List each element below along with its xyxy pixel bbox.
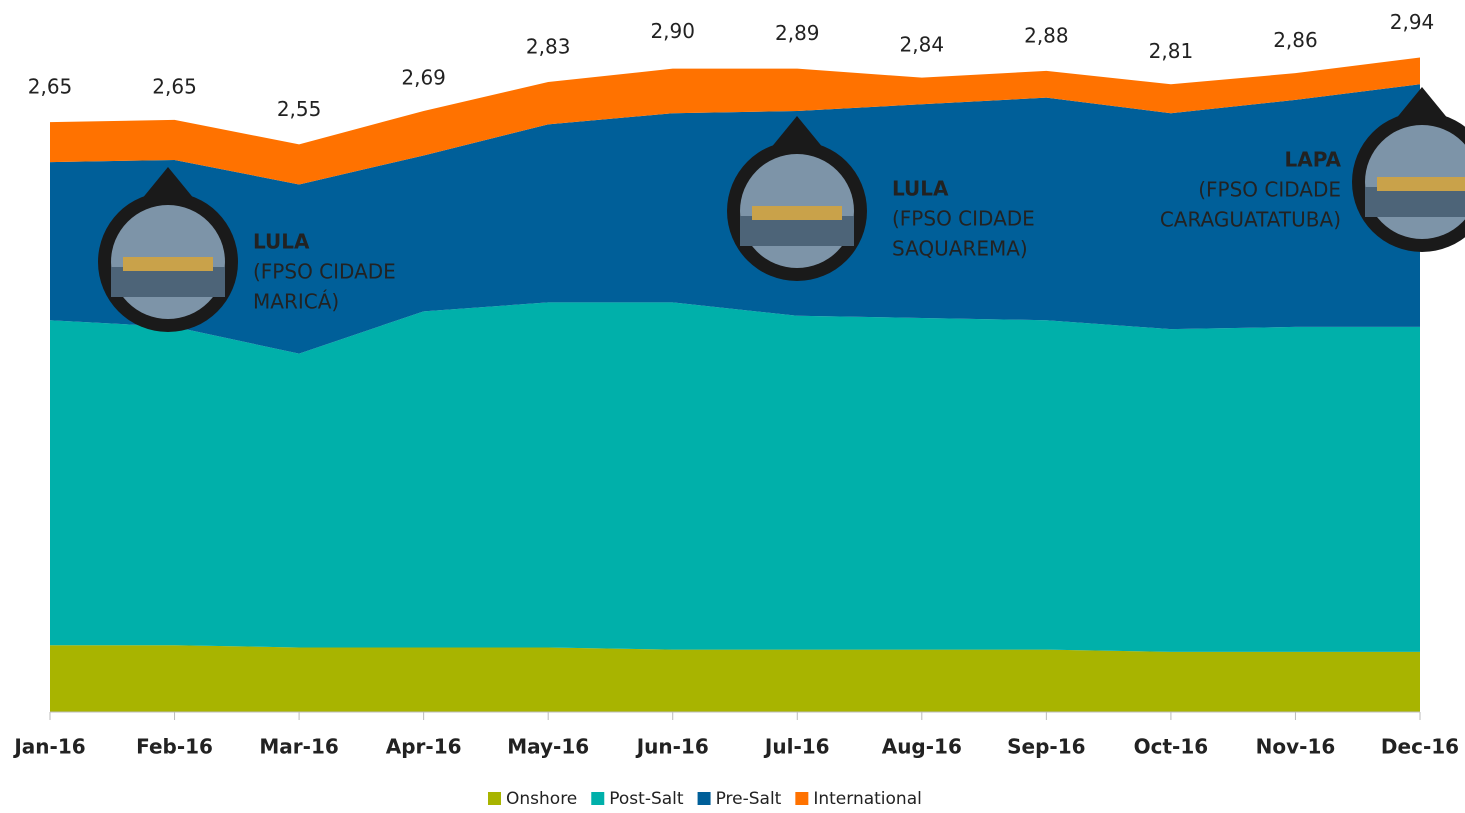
annotation-line: SAQUAREMA) [892,237,1028,261]
photo-ship [752,206,842,220]
x-tick-label: Sep-16 [1007,735,1085,759]
total-label: 2,90 [650,19,695,43]
legend-label: Onshore [506,789,577,809]
photo-sea [111,267,225,297]
total-label: 2,55 [277,97,322,121]
x-tick-label: Oct-16 [1134,735,1209,759]
legend-swatch [698,792,711,805]
annotation-title: LULA [892,177,949,201]
annotation-line: CARAGUATATUBA) [1160,208,1341,232]
total-label: 2,65 [152,75,197,99]
legend-swatch [488,792,501,805]
legend-label: International [813,789,922,809]
photo-ship [1377,177,1465,191]
total-label: 2,65 [28,75,73,99]
x-tick-label: Jun-16 [635,735,709,759]
x-tick-label: Apr-16 [386,735,462,759]
annotation-line: (FPSO CIDADE [1198,178,1341,202]
x-tick-label: Mar-16 [259,735,338,759]
photo-sea [740,216,854,246]
x-tick-label: Dec-16 [1381,735,1459,759]
x-tick-label: Nov-16 [1256,735,1336,759]
total-label: 2,84 [900,32,945,56]
total-label: 2,81 [1149,39,1194,63]
total-label: 2,83 [526,35,571,59]
annotation-title: LAPA [1284,148,1341,172]
x-tick-label: Aug-16 [882,735,962,759]
legend-swatch [591,792,604,805]
area [50,645,1420,712]
legend-label: Post-Salt [609,789,684,809]
annotation-line: (FPSO CIDADE [253,260,396,284]
x-tick-label: Feb-16 [136,735,213,759]
total-label: 2,69 [401,66,446,90]
annotation-line: MARICÁ) [253,290,339,314]
legend-label: Pre-Salt [716,789,782,809]
chart: Jan-16 Feb-16 Mar-16 Apr-16 May-16 Jun-16 Jul-… [0,0,1465,809]
x-tick-label: Jan-16 [12,735,85,759]
photo-sea [1365,187,1465,217]
photo-ship [123,257,213,271]
area [50,302,1420,651]
x-tick-label: Jul-16 [763,735,830,759]
x-tick-label: May-16 [507,735,589,759]
total-label: 2,94 [1390,10,1435,34]
annotation-line: (FPSO CIDADE [892,207,1035,231]
total-label: 2,88 [1024,23,1069,47]
total-label: 2,86 [1273,28,1318,52]
total-label: 2,89 [775,21,820,45]
annotation-title: LULA [253,230,310,254]
legend-swatch [795,792,808,805]
